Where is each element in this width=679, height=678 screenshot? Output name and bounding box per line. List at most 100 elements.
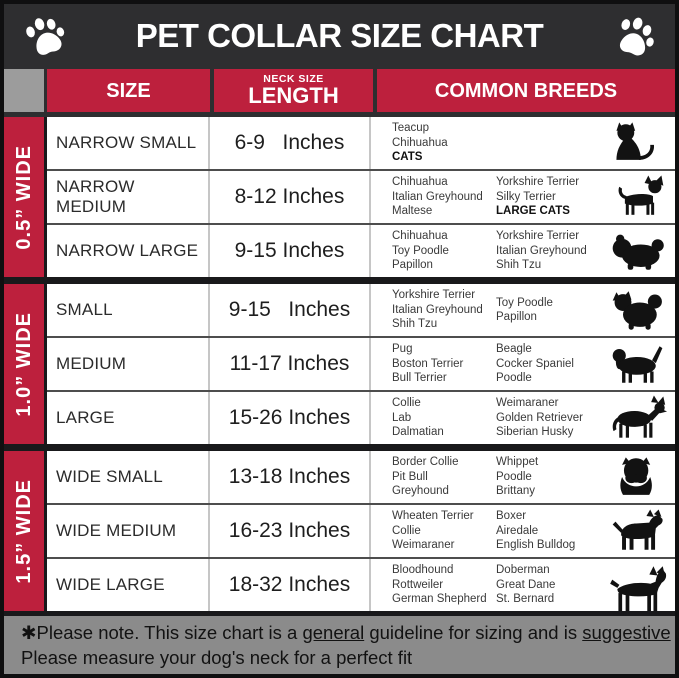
chihuahua-icon <box>600 174 675 220</box>
group-rows: NARROW SMALL 6-9 Inches Teacup Chihuahua… <box>44 117 675 277</box>
footer-underlined-word: general <box>302 621 365 643</box>
size-label: WIDE MEDIUM <box>47 505 210 557</box>
footer-text: guideline for sizing and is <box>364 621 583 643</box>
breeds-column-b: Toy Poodle Papillon <box>496 296 600 325</box>
breeds-column-b: Whippet Poodle Brittany <box>496 455 600 499</box>
neck-length-value: 6-9 Inches <box>210 117 371 169</box>
column-header-row: SIZE NECK SIZE LENGTH COMMON BREEDS <box>4 68 675 117</box>
bulldog-icon <box>600 454 675 500</box>
size-label: WIDE SMALL <box>47 451 210 503</box>
group-divider <box>4 277 675 284</box>
column-header-length: NECK SIZE LENGTH <box>214 69 373 112</box>
breeds-list: Whippet Poodle Brittany <box>496 456 539 498</box>
breeds-column-a: Border Collie Pit Bull Greyhound <box>392 455 496 499</box>
table-row: NARROW MEDIUM 8-12 Inches Chihuahua Ital… <box>47 171 675 223</box>
group-rows: WIDE SMALL 13-18 Inches Border Collie Pi… <box>44 451 675 612</box>
column-header-size: SIZE <box>47 69 210 112</box>
group-half-inch-wide: 0.5” WIDE NARROW SMALL 6-9 Inches Teacup… <box>4 117 675 277</box>
neck-length-value: 9-15 Inches <box>210 284 371 336</box>
breeds-list: Pug Boston Terrier Bull Terrier <box>392 343 464 385</box>
footer-text: only. <box>671 622 679 643</box>
row-divider <box>47 390 675 392</box>
breeds-column-a: Chihuahua Toy Poodle Papillon <box>392 229 496 273</box>
breeds-list: Doberman Great Dane St. Bernard <box>496 564 556 606</box>
breeds-list: Chihuahua Italian Greyhound Maltese <box>392 176 483 218</box>
neck-length-value: 8-12 Inches <box>210 171 371 223</box>
neck-length-value: 16-23 Inches <box>210 505 371 557</box>
table-row: NARROW SMALL 6-9 Inches Teacup Chihuahua… <box>47 117 675 169</box>
size-label: WIDE LARGE <box>47 559 210 611</box>
breeds-column-b: Doberman Great Dane St. Bernard <box>496 563 600 607</box>
row-divider <box>47 503 675 505</box>
group-width-label: 1.0” WIDE <box>12 311 35 417</box>
breeds-list-bold: CATS <box>392 151 423 164</box>
row-divider <box>47 557 675 559</box>
breeds-list: Wheaten Terrier Collie Weimaraner <box>392 510 474 552</box>
column-header-breeds: COMMON BREEDS <box>377 69 675 112</box>
neck-length-value: 15-26 Inches <box>210 392 371 444</box>
title-bar: PET COLLAR SIZE CHART <box>4 4 675 68</box>
group-width-bar: 0.5” WIDE <box>4 117 44 277</box>
breeds-cell: Yorkshire Terrier Italian Greyhound Shih… <box>371 284 675 336</box>
corner-spacer <box>4 69 44 112</box>
beagle-icon <box>600 341 675 387</box>
page-title: PET COLLAR SIZE CHART <box>135 17 544 54</box>
table-row: MEDIUM 11-17 Inches Pug Boston Terrier B… <box>47 338 675 390</box>
breeds-list: Teacup Chihuahua <box>392 122 448 149</box>
group-width-label: 0.5” WIDE <box>12 144 35 250</box>
row-divider <box>47 169 675 171</box>
length-label: LENGTH <box>248 83 339 109</box>
paw-icon <box>26 18 65 55</box>
breeds-column-a: Yorkshire Terrier Italian Greyhound Shih… <box>392 288 496 332</box>
size-label: LARGE <box>47 392 210 444</box>
group-width-bar: 1.0” WIDE <box>4 284 44 444</box>
neck-length-value: 11-17 Inches <box>210 338 371 390</box>
table-row: SMALL 9-15 Inches Yorkshire Terrier Ital… <box>47 284 675 336</box>
size-label: NARROW MEDIUM <box>47 171 210 223</box>
footer-text: ✱Please note. This size chart is a <box>21 621 303 643</box>
breeds-list: Yorkshire Terrier Italian Greyhound Shih… <box>496 230 587 272</box>
breeds-column-b: Weimaraner Golden Retriever Siberian Hus… <box>496 396 600 440</box>
breeds-column-b: Yorkshire Terrier Italian Greyhound Shih… <box>496 229 600 273</box>
group-divider <box>4 444 675 451</box>
breeds-column-a: Collie Lab Dalmatian <box>392 396 496 440</box>
breeds-list-bold: LARGE CATS <box>496 205 570 218</box>
breeds-list: Boxer Airedale English Bulldog <box>496 510 576 552</box>
breeds-cell: Chihuahua Toy Poodle Papillon Yorkshire … <box>371 225 675 277</box>
breeds-column-b: Yorkshire Terrier Silky Terrier LARGE CAT… <box>496 175 600 219</box>
table-row: WIDE LARGE 18-32 Inches Bloodhound Rottw… <box>47 559 675 612</box>
breeds-list: Yorkshire Terrier Italian Greyhound Shih… <box>392 289 483 331</box>
group-one-and-half-inch-wide: 1.5” WIDE WIDE SMALL 13-18 Inches Border… <box>4 451 675 612</box>
large-dog-icon <box>600 395 675 441</box>
size-table: 0.5” WIDE NARROW SMALL 6-9 Inches Teacup… <box>4 117 675 612</box>
row-divider <box>47 336 675 338</box>
breeds-list: Weimaraner Golden Retriever Siberian Hus… <box>496 397 583 439</box>
group-one-inch-wide: 1.0” WIDE SMALL 9-15 Inches Yorkshire Te… <box>4 284 675 444</box>
paw-icon <box>619 17 654 56</box>
footer-line-1: ✱Please note. This size chart is a gener… <box>21 621 679 644</box>
breeds-list: Beagle Cocker Spaniel Poodle <box>496 343 574 385</box>
breeds-column-a: Pug Boston Terrier Bull Terrier <box>392 342 496 386</box>
breeds-column-b: Boxer Airedale English Bulldog <box>496 509 600 553</box>
breeds-column-a: Chihuahua Italian Greyhound Maltese <box>392 175 496 219</box>
size-label: MEDIUM <box>47 338 210 390</box>
shih-tzu-icon <box>600 228 675 274</box>
breeds-list: Bloodhound Rottweiler German Shepherd <box>392 564 487 606</box>
breeds-column-a: Wheaten Terrier Collie Weimaraner <box>392 509 496 553</box>
breeds-list: Border Collie Pit Bull Greyhound <box>392 456 459 498</box>
size-label: NARROW SMALL <box>47 117 210 169</box>
breeds-list: Yorkshire Terrier Silky Terrier <box>496 176 580 203</box>
neck-length-value: 9-15 Inches <box>210 225 371 277</box>
cat-icon <box>600 120 675 166</box>
footer-underlined-word: suggestive <box>582 621 671 643</box>
footer-line-2: Please measure your dog's neck for a per… <box>21 646 413 668</box>
table-row: LARGE 15-26 Inches Collie Lab Dalmatian … <box>47 392 675 444</box>
breeds-cell: Chihuahua Italian Greyhound Maltese York… <box>371 171 675 223</box>
breeds-column-a: Bloodhound Rottweiler German Shepherd <box>392 563 496 607</box>
table-row: WIDE MEDIUM 16-23 Inches Wheaten Terrier… <box>47 505 675 557</box>
pomeranian-icon <box>600 287 675 333</box>
doberman-icon <box>600 563 675 612</box>
breeds-cell: Pug Boston Terrier Bull Terrier Beagle C… <box>371 338 675 390</box>
group-width-label: 1.5” WIDE <box>12 478 35 584</box>
